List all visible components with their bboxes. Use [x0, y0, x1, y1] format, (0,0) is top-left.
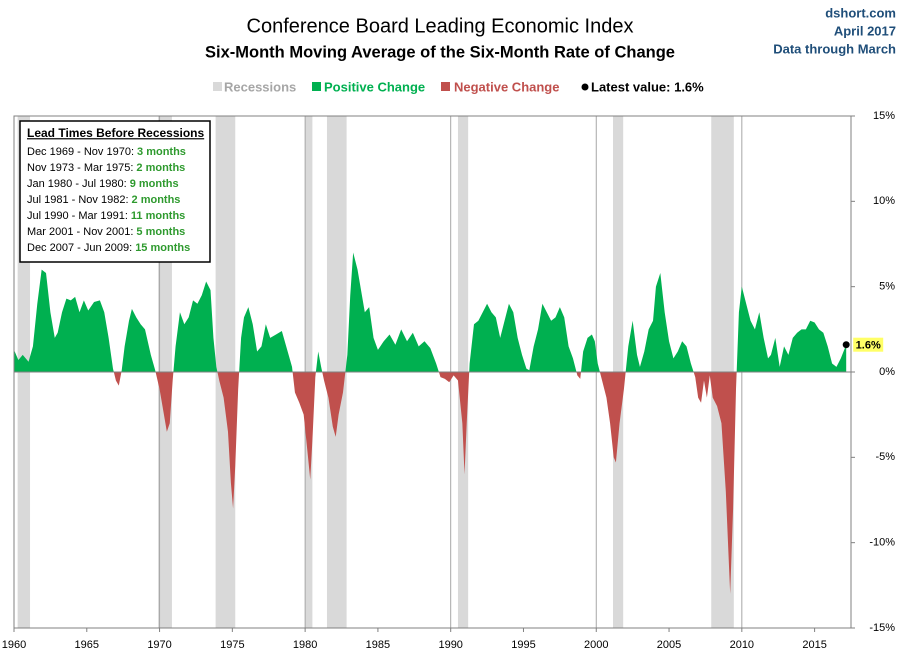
x-tick-label: 2000 [584, 639, 608, 651]
annotation-period: Dec 2007 - Jun 2009: [27, 242, 132, 254]
chart-title: Conference Board Leading Economic Index [247, 15, 634, 37]
source: April 2017 [834, 23, 896, 38]
latest-label-bg [853, 337, 884, 352]
annotation-period: Dec 1969 - Nov 1970: [27, 146, 134, 158]
x-tick-label: 2015 [802, 639, 826, 651]
legend-marker [581, 83, 589, 91]
latest-label: 1.6% [856, 340, 881, 352]
x-tick-label: 1975 [220, 639, 244, 651]
annotation-period: Mar 2001 - Nov 2001: [27, 226, 133, 238]
y-tick-label: -10% [869, 537, 895, 549]
legend-marker [441, 82, 450, 91]
annotation-item: Jul 1981 - Nov 1982: 2 months [27, 194, 180, 206]
annotation-period: Jan 1980 - Jul 1980: [27, 178, 127, 190]
annotation-box [19, 120, 211, 263]
y-tick-label: -15% [869, 622, 895, 634]
annotation-item: Dec 2007 - Jun 2009: 15 months [27, 242, 190, 254]
x-tick-label: 1960 [2, 639, 26, 651]
x-tick-label: 1985 [366, 639, 390, 651]
plot-frame [13, 115, 852, 629]
x-tick-label: 1995 [511, 639, 535, 651]
annotation-lead: 5 months [136, 226, 185, 238]
y-tick-label: -5% [875, 451, 895, 463]
y-tick-label: 15% [873, 110, 895, 122]
x-tick-label: 1965 [75, 639, 99, 651]
legend-label: Positive Change [324, 79, 425, 94]
y-tick-label: 5% [879, 281, 895, 293]
source: Data through March [773, 41, 896, 56]
positive-area [14, 252, 847, 372]
x-tick-label: 1970 [147, 639, 171, 651]
annotation-lead: 2 months [136, 162, 185, 174]
source: dshort.com [825, 5, 896, 20]
annotation-item: Jan 1980 - Jul 1980: 9 months [27, 178, 179, 190]
annotation-lead: 3 months [137, 146, 186, 158]
x-tick-label: 2005 [657, 639, 681, 651]
legend-label: Recessions [224, 79, 296, 94]
x-tick-label: 1980 [293, 639, 317, 651]
annotation-lead: 11 months [131, 210, 185, 222]
legend-marker [312, 82, 321, 91]
x-tick-label: 1990 [438, 639, 462, 651]
y-tick-label: 10% [873, 195, 895, 207]
annotation-period: Jul 1990 - Mar 1991: [27, 210, 128, 222]
legend-label: Latest value: 1.6% [591, 79, 704, 94]
annotation-period: Jul 1981 - Nov 1982: [27, 194, 129, 206]
annotation-period: Nov 1973 - Mar 1975: [27, 162, 133, 174]
legend-label: Negative Change [454, 79, 559, 94]
latest-point [842, 341, 850, 349]
x-tick-label: 2010 [730, 639, 754, 651]
annotation-title: Lead Times Before Recessions [27, 126, 205, 140]
annotation-item: Mar 2001 - Nov 2001: 5 months [27, 226, 185, 238]
chart-subtitle: Six-Month Moving Average of the Six-Mont… [205, 43, 675, 61]
annotation-lead: 9 months [130, 178, 179, 190]
annotation-item: Nov 1973 - Mar 1975: 2 months [27, 162, 185, 174]
annotation-item: Jul 1990 - Mar 1991: 11 months [27, 210, 185, 222]
annotation-lead: 15 months [135, 242, 190, 254]
y-tick-label: 0% [879, 366, 895, 378]
legend-marker [213, 82, 222, 91]
annotation-item: Dec 1969 - Nov 1970: 3 months [27, 146, 186, 158]
annotation-lead: 2 months [132, 194, 181, 206]
